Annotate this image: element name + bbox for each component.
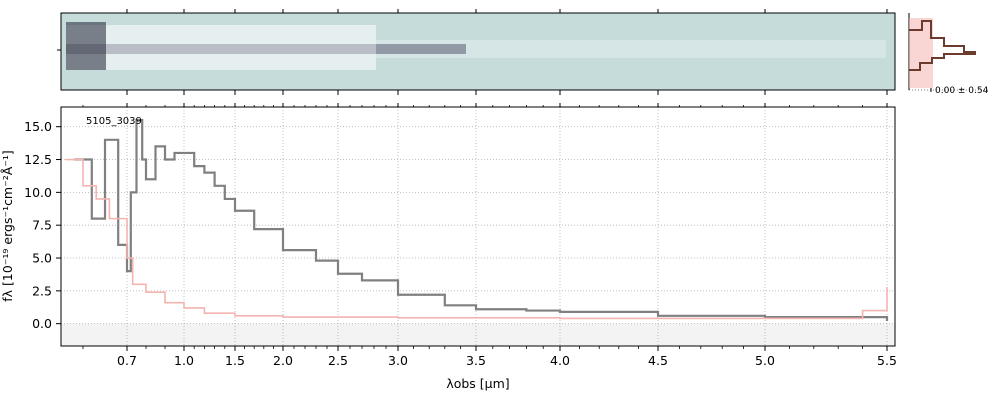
spectrum-2d-halo bbox=[66, 25, 376, 70]
profile-line bbox=[909, 20, 976, 71]
y-tick-label: 7.5 bbox=[32, 218, 52, 233]
x-tick-label: 3.0 bbox=[388, 353, 408, 368]
series-line-error bbox=[65, 158, 888, 320]
x-tick-label: 2.0 bbox=[273, 353, 293, 368]
profile-stat-label: 0.00 ± 0.54 bbox=[935, 86, 989, 96]
spectrum-2d-trace bbox=[66, 22, 886, 70]
plot-background bbox=[61, 107, 895, 346]
spectrum-2d-noise bbox=[66, 22, 106, 70]
spectrum-2d-tail bbox=[376, 40, 886, 58]
spectrum-2d-panel bbox=[57, 9, 896, 95]
y-axis-label: fλ [10⁻¹⁹ ergs⁻¹cm⁻²Å⁻¹] bbox=[0, 150, 15, 302]
y-tick-label: 0.0 bbox=[32, 316, 52, 331]
x-axis-label: λobs [µm] bbox=[446, 376, 509, 391]
x-tick-label: 4.0 bbox=[550, 353, 570, 368]
x-tick-label: 1.0 bbox=[174, 353, 194, 368]
zero-band bbox=[61, 323, 895, 346]
x-tick-label: 3.5 bbox=[466, 353, 486, 368]
x-tick-label: 5.5 bbox=[877, 353, 897, 368]
series-line-flux bbox=[74, 119, 889, 322]
y-tick-label: 12.5 bbox=[24, 152, 52, 167]
y-tick-label: 10.0 bbox=[24, 185, 52, 200]
x-tick-label: 4.5 bbox=[648, 353, 668, 368]
spectrum-1d-panel: 0.7 1.0 1.5 2.0 2.5 3.0 3.5 4.0 4.5 5.0 5.5 0.0 2.5… bbox=[0, 103, 897, 391]
x-axis-ticks: 0.7 1.0 1.5 2.0 2.5 3.0 3.5 4.0 4.5 5.0 5.5 bbox=[82, 103, 897, 368]
object-id-label: 5105_3039 bbox=[86, 116, 142, 127]
y-axis-ticks: 0.0 2.5 5.0 7.5 10.0 12.5 15.0 bbox=[24, 119, 61, 331]
plot-frame bbox=[60, 106, 896, 347]
spectrum-2d-ticks bbox=[126, 9, 888, 95]
grid-lines bbox=[61, 107, 895, 346]
x-tick-label: 5.0 bbox=[755, 353, 775, 368]
y-tick-label: 15.0 bbox=[24, 119, 52, 134]
profile-panel: 0.00 ± 0.54 bbox=[908, 13, 990, 96]
y-tick-label: 5.0 bbox=[32, 251, 52, 266]
x-tick-label: 2.5 bbox=[328, 353, 348, 368]
series-group bbox=[65, 119, 889, 322]
x-tick-label: 0.7 bbox=[117, 353, 137, 368]
y-tick-label: 2.5 bbox=[32, 283, 52, 298]
x-tick-label: 1.5 bbox=[225, 353, 245, 368]
